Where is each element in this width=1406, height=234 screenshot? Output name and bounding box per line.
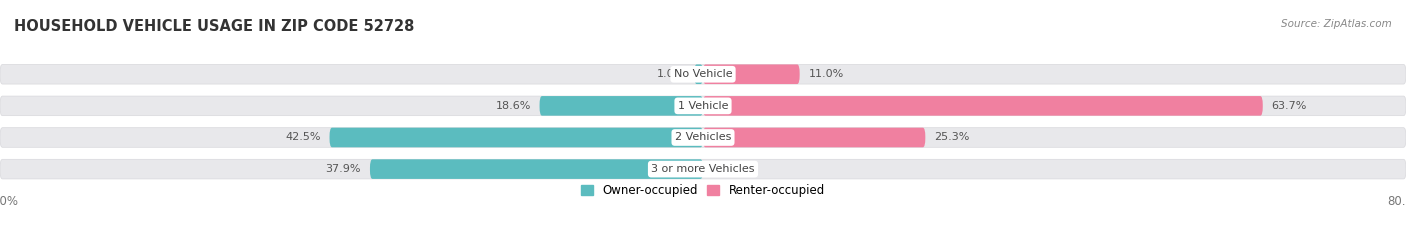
Text: 18.6%: 18.6% <box>495 101 531 111</box>
FancyBboxPatch shape <box>0 128 1406 147</box>
Text: 42.5%: 42.5% <box>285 132 321 143</box>
Text: 0.0%: 0.0% <box>711 164 740 174</box>
FancyBboxPatch shape <box>540 96 703 116</box>
Text: Source: ZipAtlas.com: Source: ZipAtlas.com <box>1281 19 1392 29</box>
Text: 1.0%: 1.0% <box>657 69 686 79</box>
FancyBboxPatch shape <box>329 128 703 147</box>
FancyBboxPatch shape <box>695 64 703 84</box>
Text: 25.3%: 25.3% <box>934 132 970 143</box>
Text: HOUSEHOLD VEHICLE USAGE IN ZIP CODE 52728: HOUSEHOLD VEHICLE USAGE IN ZIP CODE 5272… <box>14 19 415 34</box>
Text: No Vehicle: No Vehicle <box>673 69 733 79</box>
Text: 11.0%: 11.0% <box>808 69 844 79</box>
Text: 37.9%: 37.9% <box>326 164 361 174</box>
FancyBboxPatch shape <box>0 159 1406 179</box>
FancyBboxPatch shape <box>0 96 1406 116</box>
FancyBboxPatch shape <box>370 159 703 179</box>
Text: 3 or more Vehicles: 3 or more Vehicles <box>651 164 755 174</box>
Legend: Owner-occupied, Renter-occupied: Owner-occupied, Renter-occupied <box>581 184 825 197</box>
Text: 2 Vehicles: 2 Vehicles <box>675 132 731 143</box>
FancyBboxPatch shape <box>0 64 1406 84</box>
Text: 63.7%: 63.7% <box>1271 101 1308 111</box>
FancyBboxPatch shape <box>703 64 800 84</box>
FancyBboxPatch shape <box>703 96 1263 116</box>
FancyBboxPatch shape <box>703 128 925 147</box>
Text: 1 Vehicle: 1 Vehicle <box>678 101 728 111</box>
